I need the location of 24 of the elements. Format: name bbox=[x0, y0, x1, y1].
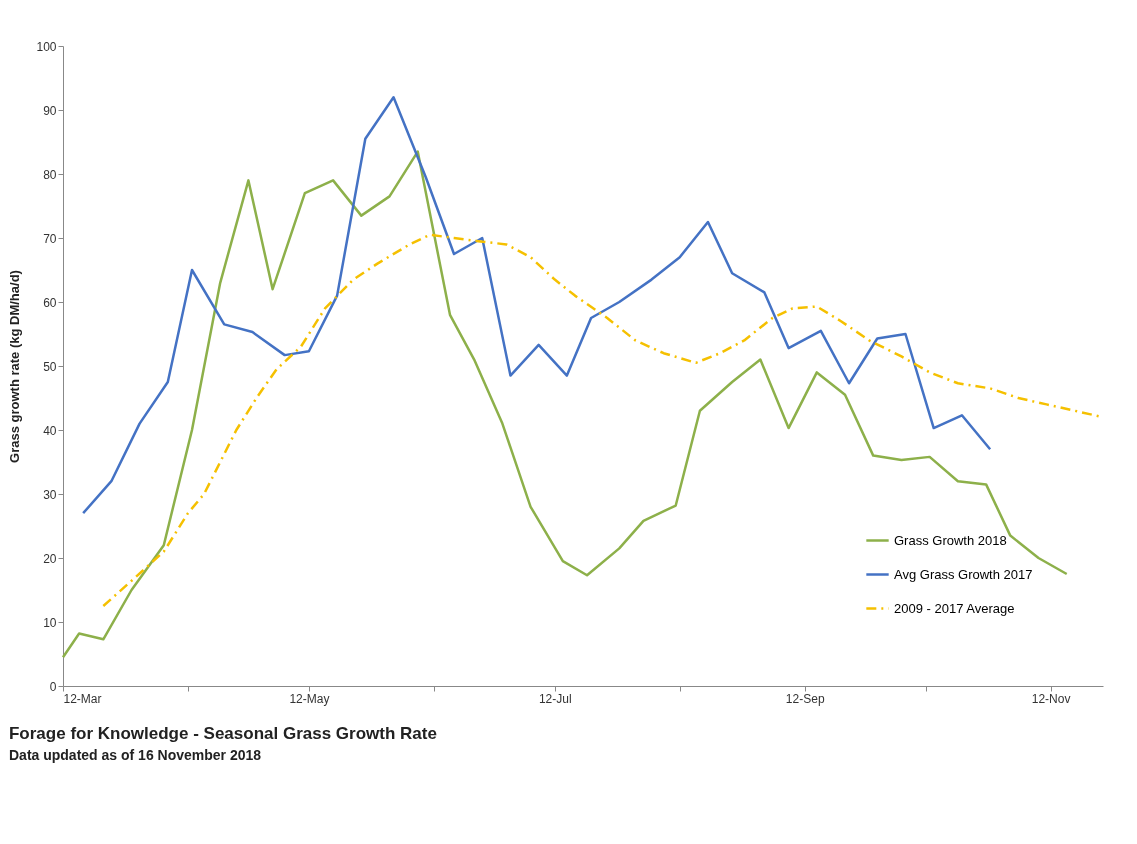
line-series bbox=[61, 150, 1068, 659]
legend-label: Grass Growth 2018 bbox=[894, 532, 1007, 548]
x-tick-label: 12-May bbox=[289, 691, 330, 706]
y-tick-label: 10 bbox=[43, 615, 57, 630]
x-tick-label: 12-Jul bbox=[538, 691, 572, 706]
x-tick-label: 12-Nov bbox=[1031, 691, 1071, 706]
text: Data updated as of 16 November 2018 bbox=[8, 747, 262, 763]
y-tick-label: 60 bbox=[43, 295, 57, 310]
line-series bbox=[81, 95, 992, 515]
legend-label: Avg Grass Growth 2017 bbox=[894, 566, 1033, 582]
legend-label: 2009 - 2017 Average bbox=[894, 600, 1015, 616]
x-tick-label: 12-Mar bbox=[63, 691, 102, 706]
y-tick-label: 30 bbox=[43, 487, 57, 502]
text: Forage for Knowledge - Seasonal Grass Growth Rate bbox=[8, 724, 437, 743]
y-tick-label: 100 bbox=[36, 39, 57, 54]
y-tick-label: 70 bbox=[43, 231, 57, 246]
y-tick-label: 50 bbox=[43, 359, 57, 374]
y-tick-label: 80 bbox=[43, 167, 57, 182]
y-tick-label: 0 bbox=[49, 679, 57, 694]
x-tick-label: 12-Sep bbox=[785, 691, 825, 706]
y-axis-title: Grass growth rate (kg DM/ha/d) bbox=[7, 270, 23, 463]
y-tick-label: 90 bbox=[43, 103, 57, 118]
y-tick-label: 40 bbox=[43, 423, 57, 438]
y-tick-label: 20 bbox=[43, 551, 57, 566]
